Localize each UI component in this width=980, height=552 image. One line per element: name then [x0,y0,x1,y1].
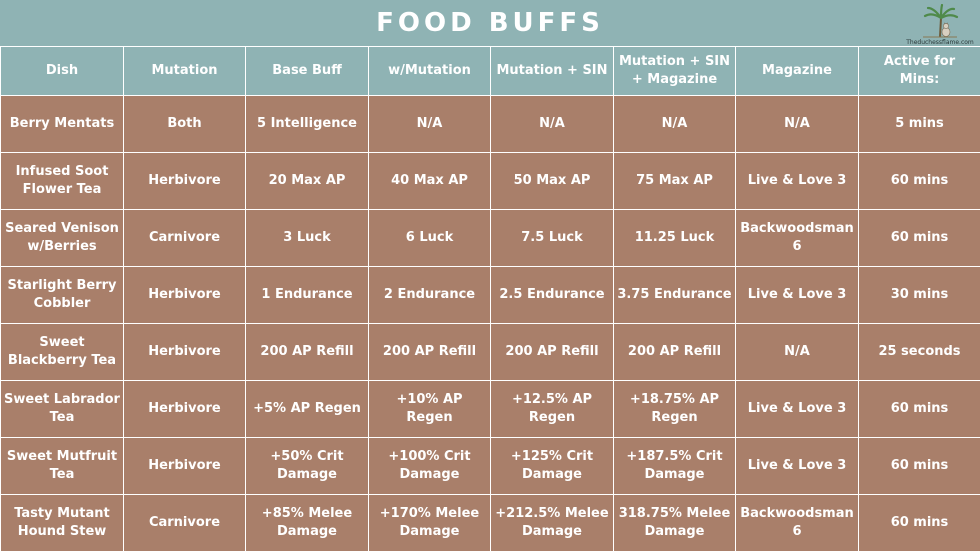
cell-dish: Berry Mentats [1,96,124,153]
cell-mutation: Carnivore [124,210,246,267]
cell-mutation-sin-magazine: 3.75 Endurance [614,267,736,324]
column-header-active-for: Active for Mins: [859,47,980,96]
page-title: FOOD BUFFS [376,8,604,38]
column-header-magazine: Magazine [736,47,859,96]
logo-text: Theduchessflame.com [906,39,974,46]
cell-mutation: Carnivore [124,495,246,552]
cell-mutation-sin-magazine: 75 Max AP [614,153,736,210]
cell-base-buff: 1 Endurance [246,267,369,324]
table-row: Seared Venison w/Berries Carnivore 3 Luc… [1,210,980,267]
cell-mutation: Herbivore [124,324,246,381]
cell-w-mutation: +170% Melee Damage [369,495,491,552]
cell-base-buff: 5 Intelligence [246,96,369,153]
cell-magazine: Backwoodsman 6 [736,210,859,267]
cell-active-for: 60 mins [859,381,980,438]
cell-dish: Sweet Mutfruit Tea [1,438,124,495]
cell-magazine: Live & Love 3 [736,153,859,210]
column-header-dish: Dish [1,47,124,96]
cell-mutation-sin-magazine: N/A [614,96,736,153]
cell-magazine: Live & Love 3 [736,267,859,324]
food-buffs-table: Dish Mutation Base Buff w/Mutation Mutat… [0,46,980,552]
cell-base-buff: +50% Crit Damage [246,438,369,495]
cell-active-for: 60 mins [859,153,980,210]
cell-mutation: Herbivore [124,153,246,210]
cell-magazine: Live & Love 3 [736,381,859,438]
table-row: Starlight Berry Cobbler Herbivore 1 Endu… [1,267,980,324]
cell-mutation-sin: +212.5% Melee Damage [491,495,614,552]
cell-mutation-sin-magazine: +18.75% AP Regen [614,381,736,438]
cell-w-mutation: 2 Endurance [369,267,491,324]
cell-dish: Sweet Labrador Tea [1,381,124,438]
cell-base-buff: +5% AP Regen [246,381,369,438]
cell-mutation-sin: 50 Max AP [491,153,614,210]
cell-mutation-sin-magazine: 11.25 Luck [614,210,736,267]
table-row: Berry Mentats Both 5 Intelligence N/A N/… [1,96,980,153]
table-row: Sweet Mutfruit Tea Herbivore +50% Crit D… [1,438,980,495]
column-header-base-buff: Base Buff [246,47,369,96]
cell-mutation-sin: +125% Crit Damage [491,438,614,495]
table-row: Sweet Blackberry Tea Herbivore 200 AP Re… [1,324,980,381]
cell-active-for: 5 mins [859,96,980,153]
cell-magazine: N/A [736,96,859,153]
table-header-row: Dish Mutation Base Buff w/Mutation Mutat… [1,47,980,96]
cell-base-buff: 3 Luck [246,210,369,267]
site-logo: Theduchessflame.com [906,2,974,46]
cell-mutation: Herbivore [124,438,246,495]
cell-mutation: Herbivore [124,267,246,324]
cat-on-palm-tree-icon [920,4,960,38]
cell-mutation-sin: N/A [491,96,614,153]
cell-w-mutation: 6 Luck [369,210,491,267]
cell-active-for: 60 mins [859,438,980,495]
cell-magazine: Backwoodsman 6 [736,495,859,552]
cell-mutation: Both [124,96,246,153]
cell-mutation-sin-magazine: 200 AP Refill [614,324,736,381]
column-header-w-mutation: w/Mutation [369,47,491,96]
column-header-mutation-sin-magazine: Mutation + SIN + Magazine [614,47,736,96]
title-bar: FOOD BUFFS [0,0,980,46]
column-header-mutation-sin: Mutation + SIN [491,47,614,96]
cell-mutation-sin: 7.5 Luck [491,210,614,267]
cell-dish: Starlight Berry Cobbler [1,267,124,324]
cell-mutation-sin-magazine: 318.75% Melee Damage [614,495,736,552]
cell-active-for: 60 mins [859,210,980,267]
cell-mutation-sin-magazine: +187.5% Crit Damage [614,438,736,495]
cell-magazine: N/A [736,324,859,381]
cell-magazine: Live & Love 3 [736,438,859,495]
cell-active-for: 25 seconds [859,324,980,381]
cell-active-for: 60 mins [859,495,980,552]
cell-w-mutation: 40 Max AP [369,153,491,210]
cell-active-for: 30 mins [859,267,980,324]
cell-w-mutation: +10% AP Regen [369,381,491,438]
cell-mutation-sin: 2.5 Endurance [491,267,614,324]
cell-w-mutation: 200 AP Refill [369,324,491,381]
cell-base-buff: 200 AP Refill [246,324,369,381]
cell-base-buff: +85% Melee Damage [246,495,369,552]
table-row: Tasty Mutant Hound Stew Carnivore +85% M… [1,495,980,552]
cell-base-buff: 20 Max AP [246,153,369,210]
cell-w-mutation: N/A [369,96,491,153]
table-row: Infused Soot Flower Tea Herbivore 20 Max… [1,153,980,210]
cell-mutation: Herbivore [124,381,246,438]
column-header-mutation: Mutation [124,47,246,96]
cell-dish: Seared Venison w/Berries [1,210,124,267]
cell-dish: Tasty Mutant Hound Stew [1,495,124,552]
cell-dish: Infused Soot Flower Tea [1,153,124,210]
table-row: Sweet Labrador Tea Herbivore +5% AP Rege… [1,381,980,438]
cell-mutation-sin: 200 AP Refill [491,324,614,381]
cell-w-mutation: +100% Crit Damage [369,438,491,495]
cell-mutation-sin: +12.5% AP Regen [491,381,614,438]
cell-dish: Sweet Blackberry Tea [1,324,124,381]
